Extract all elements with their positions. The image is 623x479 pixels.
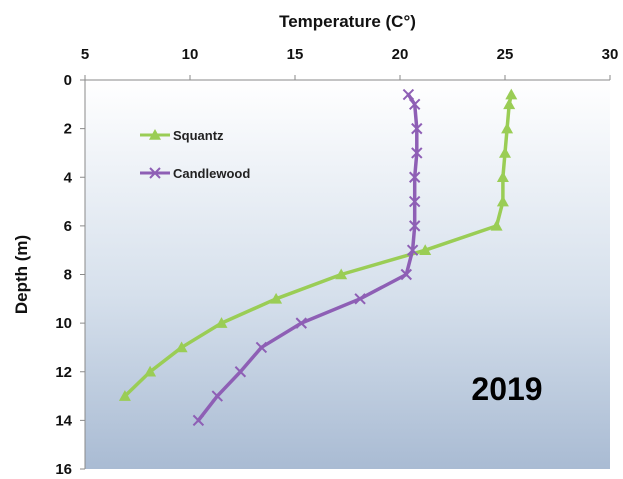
data-point bbox=[408, 195, 421, 208]
legend-item-candlewood: Candlewood bbox=[140, 166, 250, 181]
y-tick-label: 0 bbox=[64, 72, 72, 89]
data-point bbox=[192, 414, 205, 427]
data-point bbox=[496, 195, 509, 207]
x-tick-label: 15 bbox=[287, 46, 304, 63]
data-point bbox=[496, 171, 509, 183]
x-axis-title: Temperature (C°) bbox=[279, 12, 416, 31]
data-point bbox=[234, 366, 247, 378]
y-tick-label: 4 bbox=[64, 169, 73, 186]
x-tick-label: 20 bbox=[392, 46, 409, 63]
series-layer bbox=[118, 88, 518, 427]
data-point bbox=[411, 122, 423, 135]
legend-label: Squantz bbox=[173, 128, 224, 143]
y-tick-label: 6 bbox=[64, 218, 72, 235]
data-point bbox=[270, 292, 283, 304]
y-tick-label: 10 bbox=[55, 315, 72, 332]
y-tick-label: 8 bbox=[64, 267, 72, 284]
data-point bbox=[406, 244, 419, 256]
x-tick-label: 10 bbox=[182, 46, 199, 63]
data-point bbox=[408, 220, 421, 232]
data-point bbox=[354, 293, 366, 305]
plot-area bbox=[85, 80, 610, 469]
data-point bbox=[411, 147, 423, 159]
y-axis-ticks: 0 2 4 6 8 10 12 14 16 bbox=[55, 72, 85, 478]
x-tick-label: 5 bbox=[81, 46, 89, 63]
y-tick-label: 14 bbox=[55, 412, 72, 429]
y-axis-title: Depth (m) bbox=[12, 235, 31, 314]
data-point bbox=[408, 98, 421, 111]
data-point bbox=[408, 171, 421, 183]
series-candlewood bbox=[192, 88, 423, 427]
y-tick-label: 2 bbox=[64, 121, 72, 138]
data-point bbox=[149, 129, 161, 140]
data-point bbox=[501, 122, 514, 134]
data-point bbox=[149, 167, 161, 179]
data-point bbox=[215, 317, 228, 328]
legend-label: Candlewood bbox=[173, 166, 250, 181]
year-annotation: 2019 bbox=[471, 371, 542, 407]
data-point bbox=[419, 244, 432, 255]
data-point bbox=[402, 88, 415, 101]
data-point bbox=[118, 390, 131, 401]
legend-item-squantz: Squantz bbox=[140, 128, 224, 143]
data-point bbox=[335, 268, 348, 280]
data-point bbox=[400, 268, 413, 281]
data-point bbox=[144, 365, 157, 377]
data-point bbox=[505, 88, 518, 100]
data-point bbox=[499, 146, 511, 158]
y-tick-label: 12 bbox=[55, 364, 72, 381]
data-point bbox=[295, 317, 308, 329]
data-point bbox=[175, 341, 188, 353]
legend: Squantz Candlewood bbox=[140, 128, 250, 181]
x-tick-label: 25 bbox=[497, 46, 514, 63]
data-point bbox=[490, 219, 503, 231]
series-squantz bbox=[118, 88, 518, 401]
data-point bbox=[211, 390, 224, 402]
x-axis-ticks: 5 10 15 20 25 30 bbox=[81, 46, 619, 80]
data-point bbox=[255, 341, 268, 354]
data-point bbox=[503, 98, 516, 110]
x-tick-label: 30 bbox=[602, 46, 619, 63]
y-tick-label: 16 bbox=[55, 461, 72, 478]
